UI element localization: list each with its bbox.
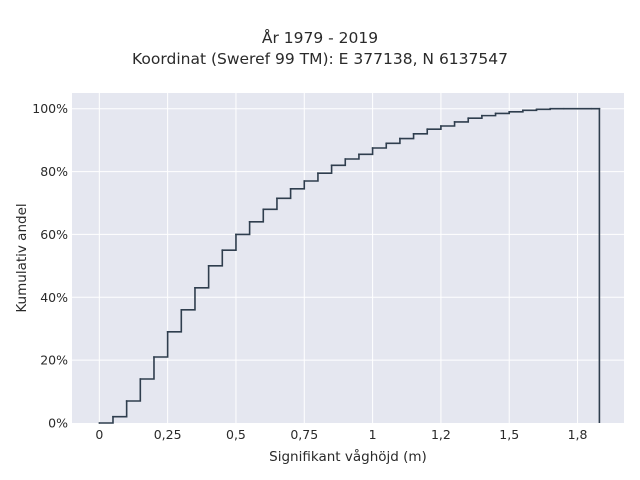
data-point	[549, 107, 552, 110]
data-point	[598, 107, 601, 110]
plot-background	[72, 93, 624, 423]
x-tick-label: 1,5	[499, 427, 519, 442]
chart-subtitle: Koordinat (Sweref 99 TM): E 377138, N 61…	[132, 50, 508, 68]
x-tick-label: 1	[369, 427, 377, 442]
x-tick-label: 0,5	[226, 427, 246, 442]
data-point	[125, 400, 128, 402]
x-axis-label: Signifikant våghöjd (m)	[269, 448, 427, 465]
data-point	[590, 107, 593, 110]
data-point	[440, 125, 442, 127]
data-point	[153, 356, 155, 358]
data-point	[235, 233, 237, 236]
data-point	[467, 117, 470, 120]
y-tick-label: 0%	[48, 416, 68, 431]
data-point	[576, 107, 579, 110]
data-point	[481, 114, 483, 117]
data-point	[521, 109, 524, 112]
data-point	[358, 153, 360, 156]
grid	[72, 93, 624, 423]
x-tick-label: 1,8	[568, 427, 588, 442]
y-tick-label: 100%	[32, 101, 68, 116]
data-point	[344, 158, 347, 160]
y-tick-label: 20%	[40, 353, 68, 368]
x-tick-label: 0,25	[154, 427, 182, 442]
y-tick-label: 80%	[40, 164, 68, 179]
tick-labels: 0 0,25 0,5 0,75 1 1,2 1,5 1,8 0% 20% 40% 60% 80% 100%	[32, 101, 587, 442]
data-point	[98, 422, 101, 424]
data-point	[221, 249, 224, 252]
data-point	[426, 128, 429, 131]
data-point	[207, 264, 210, 267]
data-point	[194, 286, 196, 289]
data-point	[248, 220, 251, 223]
cdf-step-line	[99, 107, 601, 424]
data-point	[508, 110, 511, 113]
data-point	[289, 187, 292, 190]
data-point	[399, 137, 401, 140]
data-point	[276, 197, 278, 200]
x-tick-label: 0	[95, 427, 103, 442]
data-point	[112, 415, 114, 418]
series	[98, 107, 601, 424]
chart-title: År 1979 - 2019	[261, 29, 379, 47]
data-point	[385, 142, 388, 145]
y-tick-label: 60%	[40, 227, 68, 242]
y-axis-label: Kumulativ andel	[14, 203, 30, 312]
data-point	[139, 378, 142, 380]
data-point	[453, 121, 456, 123]
data-point	[535, 108, 538, 111]
data-point	[262, 208, 265, 211]
data-point	[412, 132, 415, 135]
data-point	[317, 172, 319, 175]
data-point	[166, 330, 169, 333]
data-point	[330, 164, 333, 167]
data-point	[180, 308, 183, 311]
data-point	[371, 147, 374, 149]
data-point	[562, 107, 565, 110]
data-point	[303, 180, 306, 182]
x-tick-label: 0,75	[290, 427, 318, 442]
y-tick-label: 40%	[40, 290, 68, 305]
x-tick-label: 1,2	[431, 427, 451, 442]
data-point	[494, 112, 497, 115]
